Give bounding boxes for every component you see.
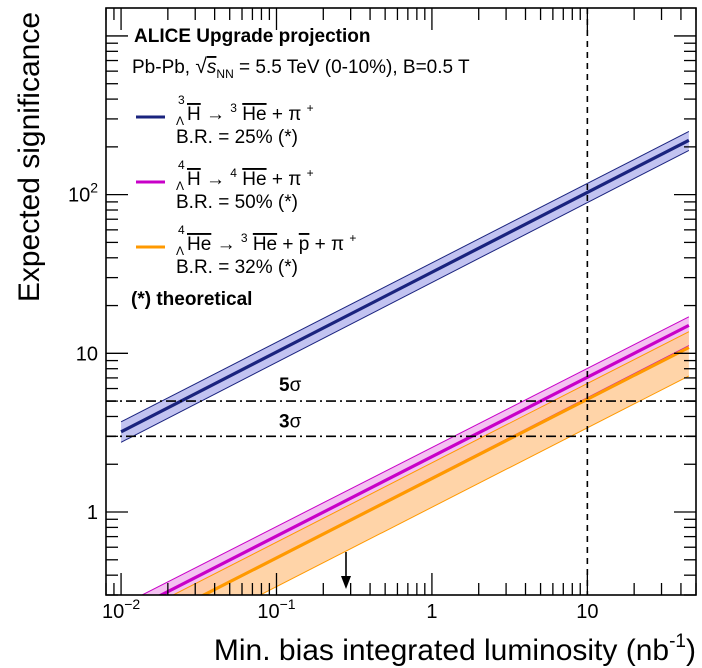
legend-decay-4LH: 4 Λ H → 4 He + π + [176, 153, 314, 195]
y-tick-label: 10 [76, 343, 98, 365]
x-tick-label: 1 [426, 601, 437, 623]
tick-labels: 10−2 10−1 1 10 1 10 102 [68, 180, 599, 623]
plot-frame [105, 7, 697, 596]
legend-decay-4LHe: 4 Λ He → 3 He + p + π + [176, 218, 356, 260]
legend-br-3LH: B.R. = 25% (*) [176, 127, 298, 148]
y-tick-label: 102 [68, 180, 98, 207]
series-1-line [157, 323, 690, 595]
series-lines [120, 131, 690, 595]
sigma-5-label: 5σ [279, 375, 302, 396]
series-0-lower-edge [120, 149, 690, 443]
series-0-upper-edge [120, 131, 690, 423]
x-tick-label: 10−1 [257, 596, 295, 623]
series-2-upper-edge [172, 331, 690, 595]
legend-title: ALICE Upgrade projection [134, 26, 370, 47]
series-2-lower-edge [259, 375, 690, 595]
y-axis-title: Expected significance [13, 12, 46, 302]
legend-decay-3LH: 3 Λ H → 3 He + π + [176, 88, 314, 130]
series-1-upper-edge [140, 316, 690, 595]
series-2-line [200, 345, 690, 595]
legend-br-4LH: B.R. = 50% (*) [176, 192, 298, 213]
legend: ALICE Upgrade projection Pb-Pb, √sNN = 5… [131, 26, 470, 310]
legend-subtitle: Pb-Pb, √sNN = 5.5 TeV (0-10%), B=0.5 T [132, 55, 470, 81]
x-tick-label: 10−2 [102, 596, 140, 623]
series-0-line [120, 138, 690, 434]
axis-ticks [105, 8, 697, 596]
sigma-3-label: 3σ [279, 411, 302, 432]
legend-br-4LHe: B.R. = 32% (*) [176, 257, 298, 278]
arrow-head [340, 576, 351, 589]
x-axis-title: Min. bias integrated luminosity (nb-1) [214, 631, 696, 667]
down-arrow-icon [340, 552, 351, 589]
reference-lines [106, 8, 696, 595]
y-tick-label: 1 [87, 502, 98, 524]
legend-footnote: (*) theoretical [131, 289, 252, 310]
x-tick-label: 10 [576, 601, 598, 623]
